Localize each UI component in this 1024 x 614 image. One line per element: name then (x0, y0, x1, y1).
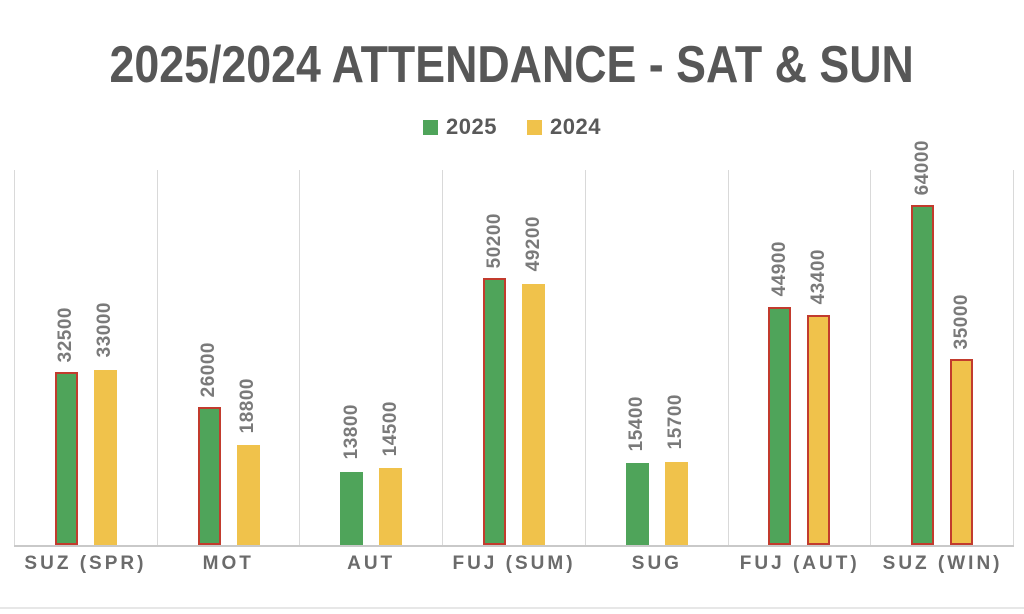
bar-value-label-2024-1: 33000 (94, 302, 116, 358)
plot-column-6: 44900 43400 (727, 170, 871, 545)
legend-item-2024: 2024 (527, 114, 601, 140)
bar-2025-7: 64000 (911, 140, 935, 545)
plot-column-2: 26000 18800 (156, 170, 300, 545)
legend: 2025 2024 (0, 114, 1024, 140)
legend-swatch-2024 (527, 119, 542, 135)
bar-2024-7: 35000 (950, 294, 974, 545)
bar-value-label-2024-4: 49200 (522, 216, 544, 272)
bar-value-label-2025-5: 15400 (626, 395, 648, 452)
bar-2024-1: 33000 (93, 302, 117, 545)
bar-value-label-2025-6: 44900 (768, 241, 790, 297)
bar-2024-2: 18800 (236, 378, 260, 545)
bar-value-label-2024-2: 18800 (237, 377, 259, 434)
bar-value-label-2025-1: 32500 (55, 307, 77, 363)
plot-column-5: 15400 15700 (584, 170, 728, 545)
plot-column-4: 50200 49200 (442, 170, 585, 545)
bar-value-label-2025-4: 50200 (483, 213, 505, 269)
bar-2025-3: 13800 (340, 404, 364, 545)
chart-title: 2025/2024 ATTENDANCE - SAT & SUN (0, 38, 1024, 93)
legend-label-2025: 2025 (446, 114, 497, 139)
x-axis-label-7: SUZ (WIN) (882, 553, 1003, 574)
bar-2025-6: 44900 (768, 241, 792, 545)
bar-value-label-2024-5: 15700 (665, 394, 687, 450)
x-axis-label-5: SUG (631, 553, 682, 574)
plot-column-3: 13800 14500 (299, 170, 442, 545)
bottom-divider (0, 607, 1024, 609)
legend-label-2024: 2024 (550, 114, 601, 139)
bar-value-label-2025-3: 13800 (340, 404, 362, 460)
bar-2025-4: 50200 (483, 213, 507, 545)
x-axis-label-1: SUZ (SPR) (24, 553, 147, 574)
bar-value-label-2024-7: 35000 (950, 293, 972, 350)
x-axis-label-4: FUJ (SUM) (452, 553, 576, 574)
x-axis-label-3: AUT (347, 553, 396, 574)
bar-2025-1: 32500 (54, 307, 78, 545)
x-axis-label-6: FUJ (AUT) (739, 553, 860, 574)
plot-column-1: 32500 33000 (14, 170, 157, 545)
bar-value-label-2025-2: 26000 (198, 341, 220, 397)
x-axis-labels: SUZ (SPR) MOT AUT FUJ (SUM) SUG FUJ (AUT) SUZ … (14, 553, 1014, 575)
chart-title-text: 2025/2024 ATTENDANCE - SAT & SUN (109, 36, 915, 94)
bar-2024-4: 49200 (522, 216, 546, 545)
bar-2024-5: 15700 (664, 394, 688, 545)
bar-2024-3: 14500 (379, 401, 403, 545)
bar-2025-2: 26000 (197, 342, 221, 545)
legend-swatch-2025 (423, 119, 439, 135)
plot-area: 32500 33000 26000 18800 13800 14500 50200 49200… (14, 140, 1015, 547)
bar-2024-6: 43400 (807, 249, 831, 545)
x-axis-label-2: MOT (202, 553, 254, 574)
legend-item-2025: 2025 (423, 114, 497, 140)
plot-column-7: 64000 35000 (870, 140, 1015, 545)
bar-value-label-2024-6: 43400 (807, 249, 829, 305)
bar-2025-5: 15400 (625, 396, 649, 545)
bar-value-label-2024-3: 14500 (379, 400, 401, 456)
bar-value-label-2025-7: 64000 (911, 139, 933, 196)
